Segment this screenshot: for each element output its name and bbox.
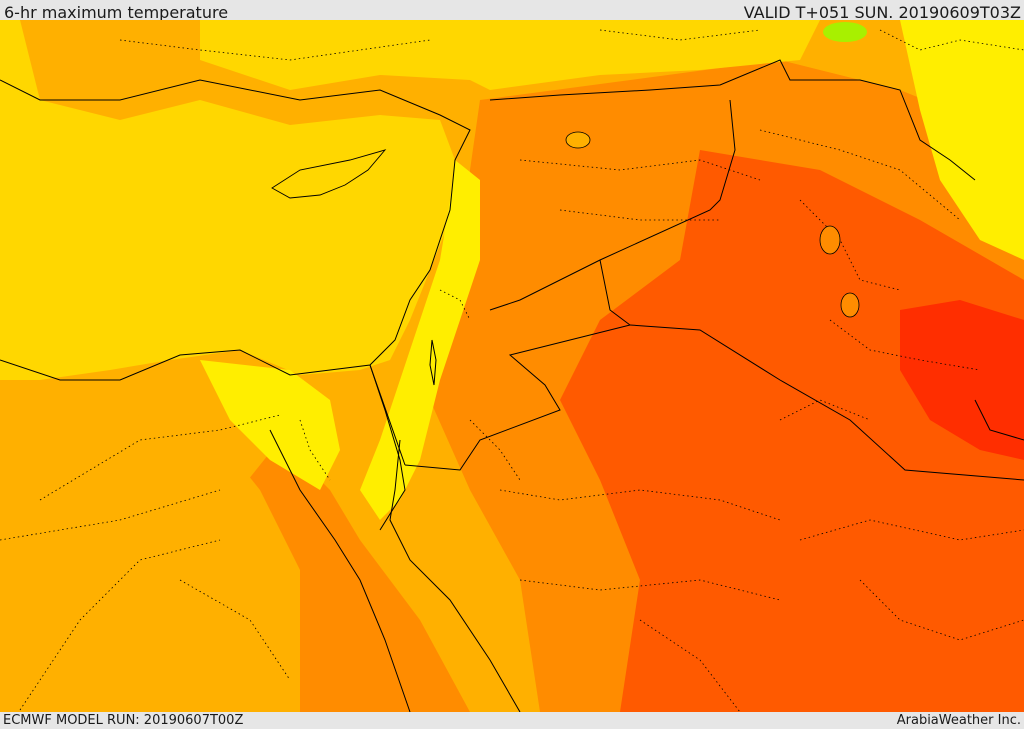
lake-tharthar: [819, 225, 841, 255]
model-run: ECMWF MODEL RUN: 20190607T00Z: [3, 713, 244, 728]
north-band: [200, 20, 820, 90]
temperature-map[interactable]: [0, 20, 1024, 712]
border-saudi-iraq: [629, 324, 1024, 481]
lake-assad: [565, 131, 591, 149]
gulf-coast: [974, 399, 1024, 441]
egypt-west-zone: [0, 410, 300, 712]
mediterranean-sea: [0, 20, 455, 380]
levant-cool-band: [360, 160, 480, 520]
cold-spot: [823, 22, 867, 42]
lake-razzaza: [840, 292, 860, 318]
delta-cool-patch: [200, 360, 340, 490]
header-bar: 6-hr maximum temperature VALID T+051 SUN…: [0, 0, 1024, 22]
border-jordan: [404, 259, 632, 471]
map-title: 6-hr maximum temperature: [4, 3, 229, 22]
border-egypt-israel: [369, 364, 406, 466]
cyprus-outline: [271, 149, 387, 199]
border-iraq-syria: [489, 59, 976, 181]
border-syria-iraq-south: [489, 99, 736, 311]
footer-bar: ECMWF MODEL RUN: 20190607T00Z ArabiaWeat…: [0, 712, 1024, 729]
hotter-zone: [560, 150, 1024, 712]
redsea-west-coast: [269, 429, 411, 712]
map-canvas: [0, 20, 1024, 712]
northeast-band: [900, 20, 1024, 260]
province-borders: [0, 29, 1024, 712]
valid-time: VALID T+051 SUN. 20190609T03Z: [743, 3, 1021, 22]
coastline: [0, 79, 471, 381]
dead-sea-outline: [429, 339, 437, 386]
hottest-zone: [900, 300, 1024, 460]
redsea-east-coast: [389, 439, 521, 712]
credit: ArabiaWeather Inc.: [896, 713, 1021, 728]
